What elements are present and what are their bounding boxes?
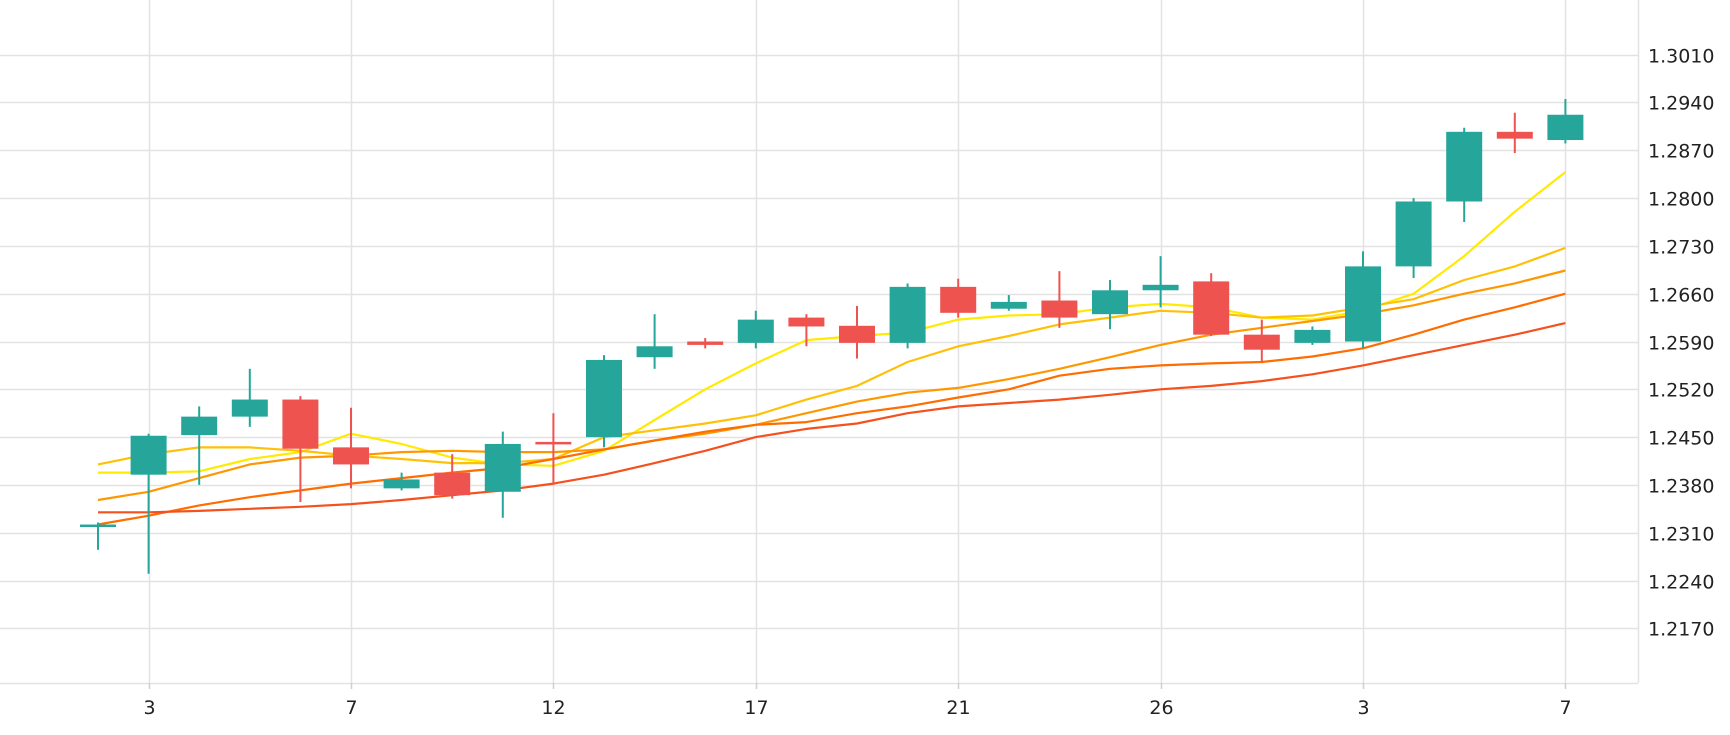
candle	[737, 310, 774, 349]
y-tick-label: 1.2590	[1648, 333, 1714, 355]
candle-body	[1395, 201, 1432, 267]
candle-body	[130, 435, 167, 475]
candle-body	[737, 319, 774, 343]
x-tick-label: 3	[143, 697, 155, 719]
candle-body	[1547, 114, 1584, 141]
candle-body	[940, 286, 977, 313]
candle-body	[1193, 281, 1230, 335]
candle-body	[889, 286, 926, 343]
candle	[333, 407, 369, 489]
candle-body	[383, 479, 420, 489]
x-tick-label: 26	[1149, 697, 1173, 719]
candle-body	[1092, 290, 1128, 315]
candle-body	[788, 317, 825, 327]
grid	[0, 0, 1640, 685]
y-tick-label: 1.2870	[1648, 141, 1714, 163]
candle	[889, 283, 926, 349]
candle-body	[1345, 266, 1381, 342]
candle	[1446, 127, 1483, 222]
candle	[636, 314, 673, 369]
candle	[1142, 256, 1179, 308]
y-tick-label: 1.2660	[1648, 285, 1714, 307]
candle-body	[636, 346, 673, 358]
candle	[1193, 273, 1230, 337]
y-tick-label: 1.2520	[1648, 380, 1714, 402]
y-tick-label: 1.2170	[1648, 619, 1714, 641]
candle-body	[1142, 284, 1179, 291]
candle-body	[535, 441, 572, 445]
candle-body	[1446, 131, 1483, 202]
candle-body	[586, 359, 622, 438]
candle	[130, 433, 167, 574]
candle	[1496, 112, 1533, 153]
moving-average-line-5	[98, 322, 1566, 514]
candle-body	[484, 443, 521, 492]
y-tick-label: 1.3010	[1648, 46, 1714, 68]
y-tick-label: 1.2730	[1648, 237, 1714, 259]
candle-body	[990, 301, 1027, 309]
candle	[1243, 319, 1280, 362]
candle	[990, 295, 1027, 311]
candle-body	[839, 325, 875, 343]
candle-body	[1294, 329, 1331, 343]
candle	[383, 472, 420, 491]
y-tick-label: 1.2240	[1648, 572, 1714, 594]
candle	[434, 454, 471, 499]
candle-body	[434, 472, 471, 496]
y-tick-label: 1.2380	[1648, 476, 1714, 498]
candle-body	[231, 399, 268, 417]
candle	[1345, 251, 1381, 349]
candle	[1395, 198, 1432, 278]
candle	[1092, 280, 1128, 330]
x-axis: 3 7 12 17 21 26 3 7	[143, 683, 1572, 719]
candle-body	[282, 399, 319, 449]
candle	[231, 368, 268, 427]
x-tick-label: 7	[345, 697, 357, 719]
candles	[80, 99, 1584, 574]
candle	[586, 355, 622, 448]
candle	[940, 278, 977, 318]
candle-body	[1496, 131, 1533, 139]
candle-body	[1243, 334, 1280, 350]
y-tick-label: 1.2800	[1648, 189, 1714, 211]
candle	[1041, 271, 1078, 328]
candle	[1547, 99, 1584, 144]
candle	[181, 406, 218, 485]
candle-body	[80, 524, 116, 528]
x-tick-label: 3	[1357, 697, 1369, 719]
x-tick-label: 12	[541, 697, 565, 719]
x-tick-label: 17	[744, 697, 768, 719]
y-axis: 1.3010 1.2940 1.2870 1.2800 1.2730 1.2660 1.25…	[1648, 46, 1714, 641]
y-tick-label: 1.2310	[1648, 524, 1714, 546]
candle	[535, 413, 572, 485]
moving-average-line-4	[97, 292, 1566, 526]
candle	[282, 396, 319, 503]
x-tick-label: 7	[1559, 697, 1571, 719]
moving-average-line-1	[98, 171, 1567, 474]
y-tick-label: 1.2940	[1648, 93, 1714, 115]
candle	[839, 305, 875, 359]
x-tick-label: 21	[946, 697, 970, 719]
candle	[687, 338, 724, 349]
candle	[1294, 326, 1331, 345]
candle-body	[1041, 300, 1078, 318]
candle	[484, 431, 521, 518]
candle	[80, 522, 116, 550]
candle-body	[687, 341, 724, 345]
candle	[788, 314, 825, 347]
candle-body	[333, 447, 369, 465]
moving-averages	[97, 171, 1567, 526]
y-tick-label: 1.2450	[1648, 428, 1714, 450]
candle-body	[181, 416, 218, 436]
